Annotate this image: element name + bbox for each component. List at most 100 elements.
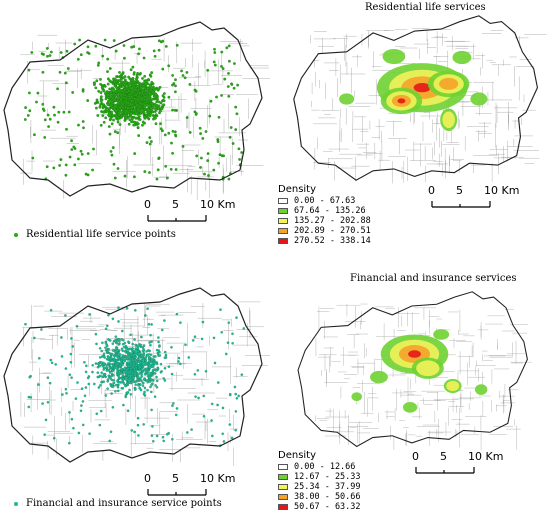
- density-contour: [351, 392, 363, 402]
- service-point: [156, 95, 159, 98]
- service-point: [111, 385, 115, 389]
- service-point: [108, 67, 112, 70]
- density-contour: [382, 48, 406, 65]
- density-class-row: 0.00 - 12.66: [278, 462, 361, 472]
- service-point: [110, 100, 113, 104]
- service-point: [122, 44, 126, 47]
- service-point: [130, 429, 134, 432]
- service-point: [86, 45, 90, 49]
- service-point: [141, 89, 145, 93]
- density-surface: [339, 48, 488, 132]
- service-point: [93, 81, 96, 85]
- service-point: [132, 361, 136, 365]
- service-point: [106, 387, 109, 390]
- service-point: [144, 100, 148, 104]
- service-point: [135, 368, 138, 372]
- service-point: [204, 130, 208, 133]
- service-point: [193, 335, 197, 338]
- density-swatch: [278, 198, 288, 204]
- service-point: [71, 91, 75, 94]
- service-point: [146, 388, 149, 392]
- service-point: [169, 167, 173, 171]
- service-point: [146, 87, 150, 91]
- service-point: [70, 139, 73, 143]
- service-point: [140, 335, 143, 339]
- service-point: [37, 383, 40, 386]
- service-point: [27, 405, 31, 409]
- density-contour: [413, 83, 431, 93]
- service-point: [44, 418, 48, 422]
- service-point: [129, 333, 132, 337]
- service-point: [45, 47, 49, 50]
- service-point: [91, 364, 94, 367]
- service-point: [112, 118, 115, 122]
- service-point: [171, 129, 175, 133]
- service-point: [97, 89, 101, 93]
- service-point: [135, 103, 139, 107]
- density-class-label: 38.00 - 50.66: [294, 492, 361, 502]
- service-point: [130, 79, 134, 82]
- service-point: [98, 347, 102, 350]
- service-point: [117, 351, 120, 355]
- service-point: [142, 392, 146, 396]
- service-point: [181, 74, 185, 77]
- service-point: [118, 106, 122, 109]
- service-point: [117, 356, 120, 360]
- service-point: [143, 98, 146, 102]
- service-point: [24, 106, 27, 109]
- service-point: [144, 89, 147, 93]
- service-point: [94, 44, 98, 48]
- service-point: [156, 352, 160, 355]
- study-area-boundary: [3, 21, 263, 197]
- service-point: [105, 344, 109, 348]
- service-point: [69, 361, 73, 364]
- service-point: [134, 93, 138, 97]
- service-point: [221, 432, 224, 436]
- service-point: [109, 355, 113, 359]
- service-point: [167, 365, 171, 368]
- service-point: [95, 79, 99, 83]
- service-point: [117, 343, 120, 346]
- service-point: [234, 428, 237, 432]
- service-point: [68, 441, 71, 445]
- service-point: [132, 72, 136, 76]
- service-point: [147, 78, 150, 81]
- service-point: [133, 97, 137, 101]
- service-point: [141, 123, 144, 127]
- service-point: [131, 89, 135, 92]
- service-point: [155, 361, 159, 364]
- service-point: [167, 64, 171, 68]
- service-point: [141, 77, 144, 80]
- service-point: [124, 105, 127, 109]
- service-point: [127, 82, 131, 85]
- service-point: [220, 50, 224, 54]
- service-point: [106, 70, 109, 73]
- service-point: [120, 347, 124, 351]
- service-point: [157, 340, 160, 344]
- density-swatch: [278, 474, 288, 480]
- service-point: [117, 306, 120, 309]
- scale-label-10: 10 Km: [200, 198, 236, 211]
- service-point: [117, 89, 120, 92]
- service-point: [99, 95, 103, 99]
- service-point: [163, 356, 167, 359]
- service-point: [110, 104, 113, 108]
- service-point: [112, 339, 116, 343]
- service-point: [64, 387, 68, 391]
- service-point: [58, 164, 61, 167]
- service-point: [183, 76, 187, 80]
- service-point: [197, 396, 200, 400]
- service-point: [109, 362, 112, 366]
- service-point: [132, 380, 136, 384]
- service-point: [94, 86, 98, 90]
- service-point: [109, 90, 113, 94]
- service-point: [148, 376, 151, 379]
- service-point: [155, 386, 159, 389]
- service-point: [140, 354, 143, 357]
- service-point: [94, 362, 98, 365]
- service-point: [153, 54, 157, 58]
- service-point: [141, 108, 144, 112]
- service-point: [108, 132, 112, 136]
- service-point: [141, 82, 144, 86]
- service-point: [112, 379, 116, 382]
